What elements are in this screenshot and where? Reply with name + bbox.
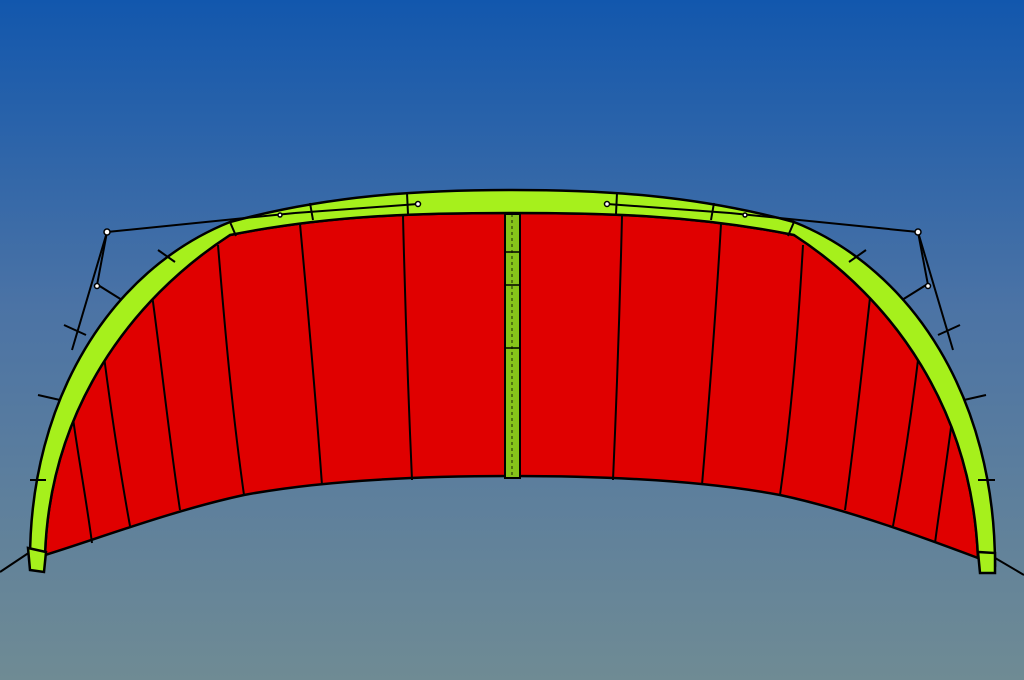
bridle-nodes (93, 200, 932, 290)
center-strut (504, 213, 521, 479)
canopy-ribs (69, 215, 956, 544)
leading-edge-seams (30, 192, 995, 481)
wingtip-caps (26, 546, 997, 575)
bridle-lines (71, 203, 954, 351)
